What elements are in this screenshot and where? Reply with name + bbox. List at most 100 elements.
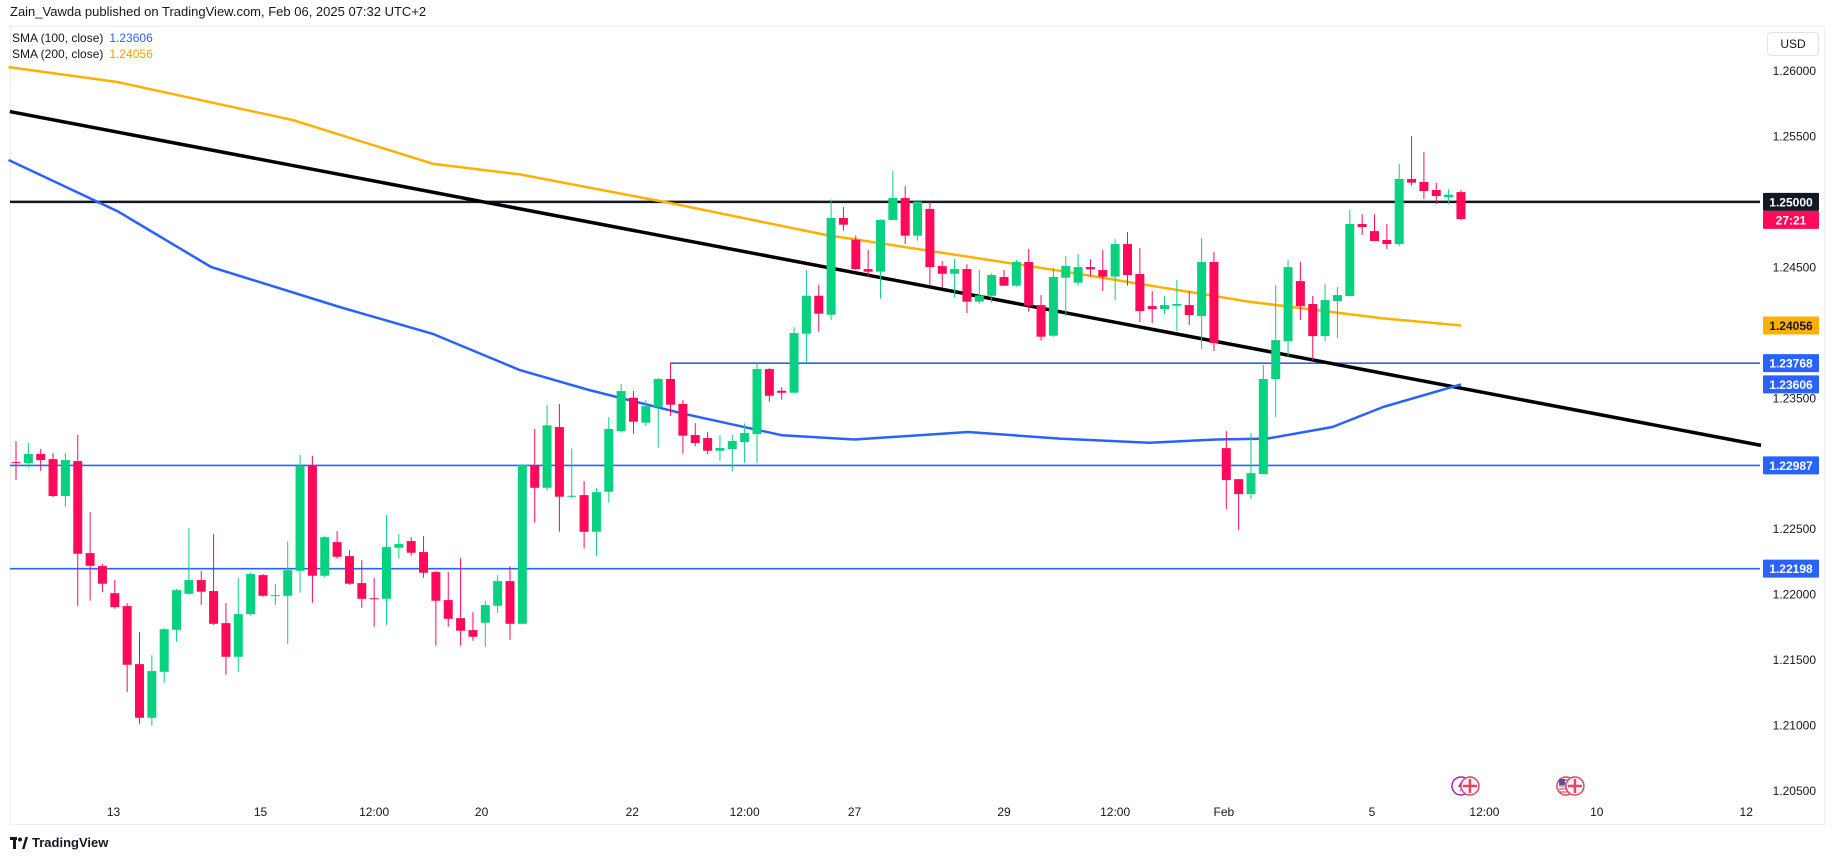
candle[interactable]	[715, 435, 725, 462]
candle[interactable]	[1370, 214, 1379, 242]
candle[interactable]	[591, 488, 601, 556]
candle[interactable]	[678, 400, 688, 454]
candle[interactable]	[283, 541, 293, 644]
candle[interactable]	[937, 261, 947, 288]
candle[interactable]	[764, 367, 774, 402]
candle[interactable]	[851, 235, 861, 270]
candle[interactable]	[135, 632, 144, 724]
candle[interactable]	[456, 558, 466, 646]
candle[interactable]	[233, 578, 243, 672]
candle[interactable]	[369, 578, 379, 627]
candle[interactable]	[332, 531, 342, 559]
candle[interactable]	[1271, 285, 1281, 418]
candle[interactable]	[1160, 296, 1170, 315]
candle[interactable]	[1407, 136, 1417, 186]
candle[interactable]	[258, 574, 268, 597]
candle[interactable]	[159, 628, 169, 683]
candle[interactable]	[987, 273, 997, 303]
candle[interactable]	[85, 512, 95, 601]
candle[interactable]	[1382, 224, 1392, 250]
candle[interactable]	[382, 515, 391, 625]
candle[interactable]	[1110, 239, 1120, 301]
candle[interactable]	[727, 435, 737, 472]
candle[interactable]	[73, 435, 83, 607]
candle[interactable]	[876, 219, 885, 299]
candle[interactable]	[752, 363, 762, 463]
candle[interactable]	[320, 535, 330, 578]
candle[interactable]	[690, 423, 700, 447]
candle[interactable]	[184, 528, 194, 595]
candle[interactable]	[11, 441, 21, 480]
candle[interactable]	[357, 560, 367, 608]
candle[interactable]	[616, 384, 626, 433]
legend-sma200[interactable]: SMA (200, close) 1.24056	[12, 46, 153, 62]
tradingview-logo[interactable]: TradingView	[10, 835, 108, 850]
currency-button[interactable]: USD	[1767, 32, 1819, 56]
candle[interactable]	[1444, 189, 1454, 204]
candle[interactable]	[789, 327, 799, 393]
candle[interactable]	[530, 429, 540, 523]
candle[interactable]	[431, 571, 441, 646]
candle[interactable]	[1085, 259, 1095, 277]
candle[interactable]	[505, 566, 515, 640]
candle[interactable]	[974, 269, 984, 304]
candle[interactable]	[950, 259, 960, 298]
candle[interactable]	[826, 199, 836, 321]
candle[interactable]	[493, 575, 503, 613]
uk-flag-icon[interactable]	[1460, 776, 1480, 796]
candle[interactable]	[48, 453, 58, 498]
candle[interactable]	[1394, 164, 1404, 247]
candle[interactable]	[1345, 210, 1355, 297]
candle[interactable]	[344, 550, 354, 585]
uk-flag-icon[interactable]	[1565, 776, 1585, 796]
candle[interactable]	[999, 269, 1009, 287]
candle[interactable]	[900, 186, 910, 245]
candle[interactable]	[740, 423, 750, 463]
candle[interactable]	[172, 589, 182, 642]
candle[interactable]	[147, 655, 157, 726]
candle[interactable]	[666, 362, 676, 416]
candle[interactable]	[110, 580, 120, 609]
candle[interactable]	[1234, 479, 1244, 531]
candle[interactable]	[196, 571, 206, 605]
candle[interactable]	[394, 534, 404, 559]
candle[interactable]	[1456, 189, 1466, 220]
candle[interactable]	[1048, 268, 1058, 337]
candle[interactable]	[801, 269, 811, 363]
legend-sma100[interactable]: SMA (100, close) 1.23606	[12, 30, 153, 46]
candle[interactable]	[1098, 250, 1108, 292]
candle[interactable]	[913, 201, 923, 241]
candle[interactable]	[1283, 260, 1293, 357]
candle[interactable]	[1308, 296, 1318, 361]
candle[interactable]	[888, 171, 898, 220]
candle[interactable]	[23, 443, 33, 468]
candle[interactable]	[1024, 249, 1034, 312]
candle[interactable]	[1209, 252, 1219, 351]
candle[interactable]	[221, 603, 231, 675]
candle[interactable]	[863, 250, 873, 278]
sma100-line[interactable]	[8, 158, 1462, 445]
candle[interactable]	[542, 405, 552, 491]
candle[interactable]	[1135, 247, 1145, 323]
candle[interactable]	[1197, 238, 1207, 350]
candle[interactable]	[1332, 286, 1342, 339]
candle[interactable]	[1123, 232, 1132, 286]
candle[interactable]	[629, 391, 638, 434]
candle[interactable]	[419, 536, 429, 578]
candle[interactable]	[1295, 261, 1305, 321]
candle[interactable]	[1061, 256, 1071, 317]
candle[interactable]	[1431, 183, 1441, 204]
candle[interactable]	[641, 400, 651, 427]
candle[interactable]	[925, 202, 935, 285]
candle[interactable]	[554, 404, 564, 532]
candle[interactable]	[777, 387, 787, 400]
candle[interactable]	[567, 448, 577, 499]
candle[interactable]	[814, 284, 824, 332]
candle[interactable]	[1246, 433, 1256, 500]
candle[interactable]	[1419, 152, 1429, 200]
candle[interactable]	[1320, 284, 1330, 342]
candle[interactable]	[1357, 214, 1367, 236]
candle[interactable]	[270, 584, 280, 605]
candle[interactable]	[1258, 365, 1268, 475]
